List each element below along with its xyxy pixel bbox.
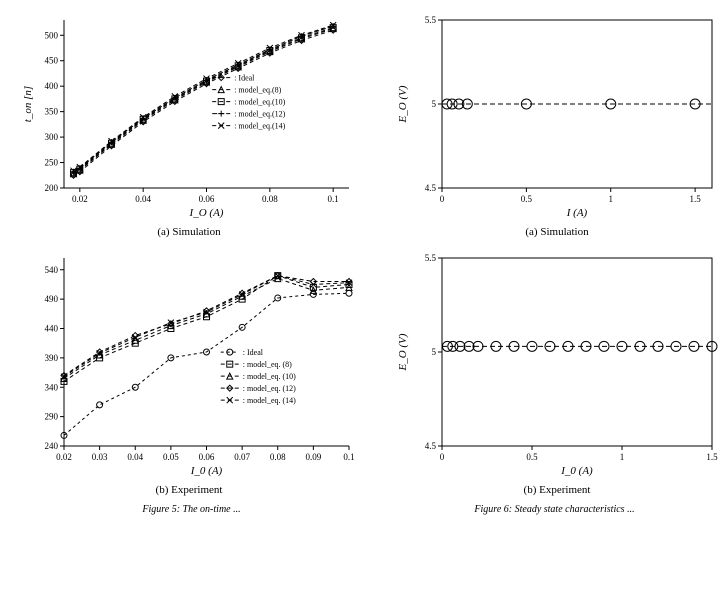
svg-text:5.5: 5.5: [425, 253, 437, 263]
svg-text:4.5: 4.5: [425, 183, 437, 193]
chart-top-right: 0 0.5 1 1.5 4.5 5 5.5 I (A) E_O (V): [392, 10, 722, 220]
svg-text:200: 200: [45, 183, 59, 193]
caption-top-right: (a) Simulation: [525, 226, 588, 238]
svg-text:440: 440: [45, 324, 59, 334]
svg-text:: model_eq.(8): : model_eq.(8): [234, 86, 281, 95]
svg-text:I_0 (A): I_0 (A): [560, 465, 593, 477]
figure-grid: 0.020.040.060.080.1200250300350400450500…: [10, 10, 726, 496]
svg-text:500: 500: [45, 30, 59, 40]
svg-text:4.5: 4.5: [425, 441, 437, 451]
svg-text:0: 0: [440, 194, 445, 204]
svg-text:0.04: 0.04: [127, 452, 143, 462]
svg-text:340: 340: [45, 382, 59, 392]
svg-text:0.03: 0.03: [92, 452, 108, 462]
svg-text:1: 1: [609, 194, 614, 204]
panel-top-left: 0.02 0.04 0.06 0.08 0.1 200 250 300 350 400 450 500…: [10, 10, 368, 238]
svg-text:I_0 (A): I_0 (A): [190, 465, 223, 477]
svg-text:0.1: 0.1: [328, 194, 339, 204]
svg-text:390: 390: [45, 353, 59, 363]
svg-text:: model_eq. (12): : model_eq. (12): [243, 384, 296, 393]
svg-text:490: 490: [45, 294, 59, 304]
svg-text:: model_eq.(14): : model_eq.(14): [234, 122, 285, 131]
svg-text:0.02: 0.02: [72, 194, 88, 204]
svg-text:: Ideal: : Ideal: [243, 348, 264, 357]
svg-text:1.5: 1.5: [690, 194, 702, 204]
svg-text:0.06: 0.06: [199, 452, 215, 462]
svg-text:0: 0: [440, 452, 445, 462]
svg-text:1: 1: [620, 452, 625, 462]
svg-text:I_O (A): I_O (A): [189, 207, 224, 219]
chart-bottom-right: 0 0.5 1 1.5 4.5 5 5.5 I_0 (A) E_O (V): [392, 248, 722, 478]
svg-text:0.02: 0.02: [56, 452, 72, 462]
svg-text:0.08: 0.08: [270, 452, 286, 462]
svg-text:0.5: 0.5: [526, 452, 538, 462]
panel-bottom-right: 0 0.5 1 1.5 4.5 5 5.5 I_0 (A) E_O (V) (b) Experi…: [378, 248, 726, 496]
svg-text:290: 290: [45, 412, 59, 422]
svg-text:300: 300: [45, 132, 59, 142]
svg-text:5: 5: [432, 99, 437, 109]
svg-text:450: 450: [45, 56, 59, 66]
svg-text:: model_eq. (14): : model_eq. (14): [243, 396, 296, 405]
chart-bottom-left: 0.02 0.03 0.04 0.05 0.06 0.07 0.08 0.09 0.1 240 29…: [19, 248, 359, 478]
svg-text:: Ideal: : Ideal: [234, 74, 255, 83]
svg-text:250: 250: [45, 158, 59, 168]
svg-text:350: 350: [45, 107, 59, 117]
svg-text:0.09: 0.09: [306, 452, 322, 462]
svg-text:0.07: 0.07: [234, 452, 250, 462]
svg-text:240: 240: [45, 441, 59, 451]
svg-text:5: 5: [432, 347, 437, 357]
svg-text:t_on [n]: t_on [n]: [22, 86, 34, 122]
caption-top-left: (a) Simulation: [157, 226, 220, 238]
svg-text:400: 400: [45, 81, 59, 91]
svg-text:0.06: 0.06: [199, 194, 215, 204]
caption-bottom-left: (b) Experiment: [156, 484, 223, 496]
svg-text:0.05: 0.05: [163, 452, 179, 462]
panel-top-right: 0 0.5 1 1.5 4.5 5 5.5 I (A) E_O (V) (a) Simulati…: [378, 10, 726, 238]
caption-bottom-right: (b) Experiment: [524, 484, 591, 496]
svg-text:0.04: 0.04: [135, 194, 151, 204]
svg-text:0.5: 0.5: [521, 194, 533, 204]
footer-left: Figure 5: The on-time ...: [10, 504, 373, 515]
svg-text:0.1: 0.1: [343, 452, 354, 462]
svg-text:0.08: 0.08: [262, 194, 278, 204]
svg-text:E_O (V): E_O (V): [397, 333, 409, 371]
svg-text:: model_eq.(10): : model_eq.(10): [234, 98, 285, 107]
svg-text:I (A): I (A): [566, 207, 588, 219]
svg-text:: model_eq. (8): : model_eq. (8): [243, 360, 292, 369]
svg-text:: model_eq. (10): : model_eq. (10): [243, 372, 296, 381]
svg-text:540: 540: [45, 265, 59, 275]
svg-text:: model_eq.(12): : model_eq.(12): [234, 110, 285, 119]
footer-row: Figure 5: The on-time ... Figure 6: Stea…: [10, 504, 726, 515]
chart-top-left: 0.02 0.04 0.06 0.08 0.1 200 250 300 350 400 450 500…: [19, 10, 359, 220]
svg-text:1.5: 1.5: [706, 452, 718, 462]
footer-right: Figure 6: Steady state characteristics .…: [373, 504, 726, 515]
svg-text:5.5: 5.5: [425, 15, 437, 25]
panel-bottom-left: 0.02 0.03 0.04 0.05 0.06 0.07 0.08 0.09 0.1 240 29…: [10, 248, 368, 496]
svg-text:E_O (V): E_O (V): [397, 85, 409, 123]
